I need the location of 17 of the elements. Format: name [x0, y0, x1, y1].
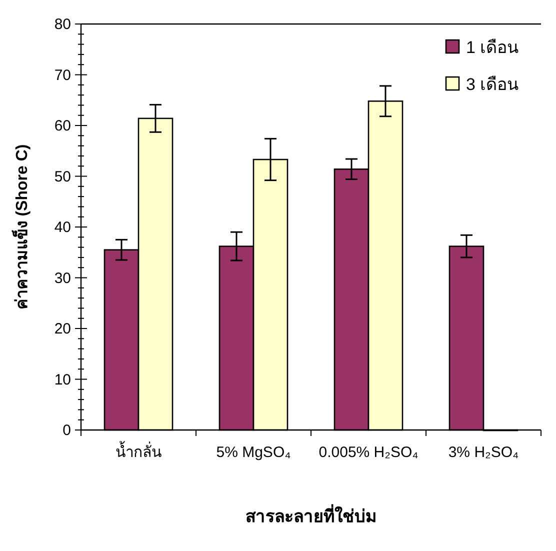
legend-label: 3 เดือน: [466, 75, 520, 94]
y-axis-title: ค่าความแข็ง (Shore C): [10, 144, 31, 310]
y-tick-label: 0: [62, 422, 71, 439]
y-tick-label: 70: [54, 66, 71, 84]
legend-label: 1 เดือน: [466, 38, 520, 57]
y-tick-label: 30: [54, 270, 71, 287]
y-tick-label: 20: [54, 320, 71, 338]
x-tick-label: 3% H₂SO₄: [448, 444, 519, 461]
x-tick-label: น้ำกลั่น: [116, 441, 162, 461]
y-tick-label: 60: [54, 118, 71, 134]
y-tick-label: 40: [54, 219, 71, 236]
y-tick-label: 50: [54, 168, 71, 186]
x-tick-label: 5% MgSO₄: [216, 444, 291, 461]
y-tick-label: 10: [54, 371, 71, 388]
x-tick-label: 0.005% H₂SO₄: [318, 444, 418, 461]
x-axis-title: สารละลายที่ใช่บ่ม: [246, 504, 376, 526]
y-tick-label: 80: [54, 16, 71, 33]
